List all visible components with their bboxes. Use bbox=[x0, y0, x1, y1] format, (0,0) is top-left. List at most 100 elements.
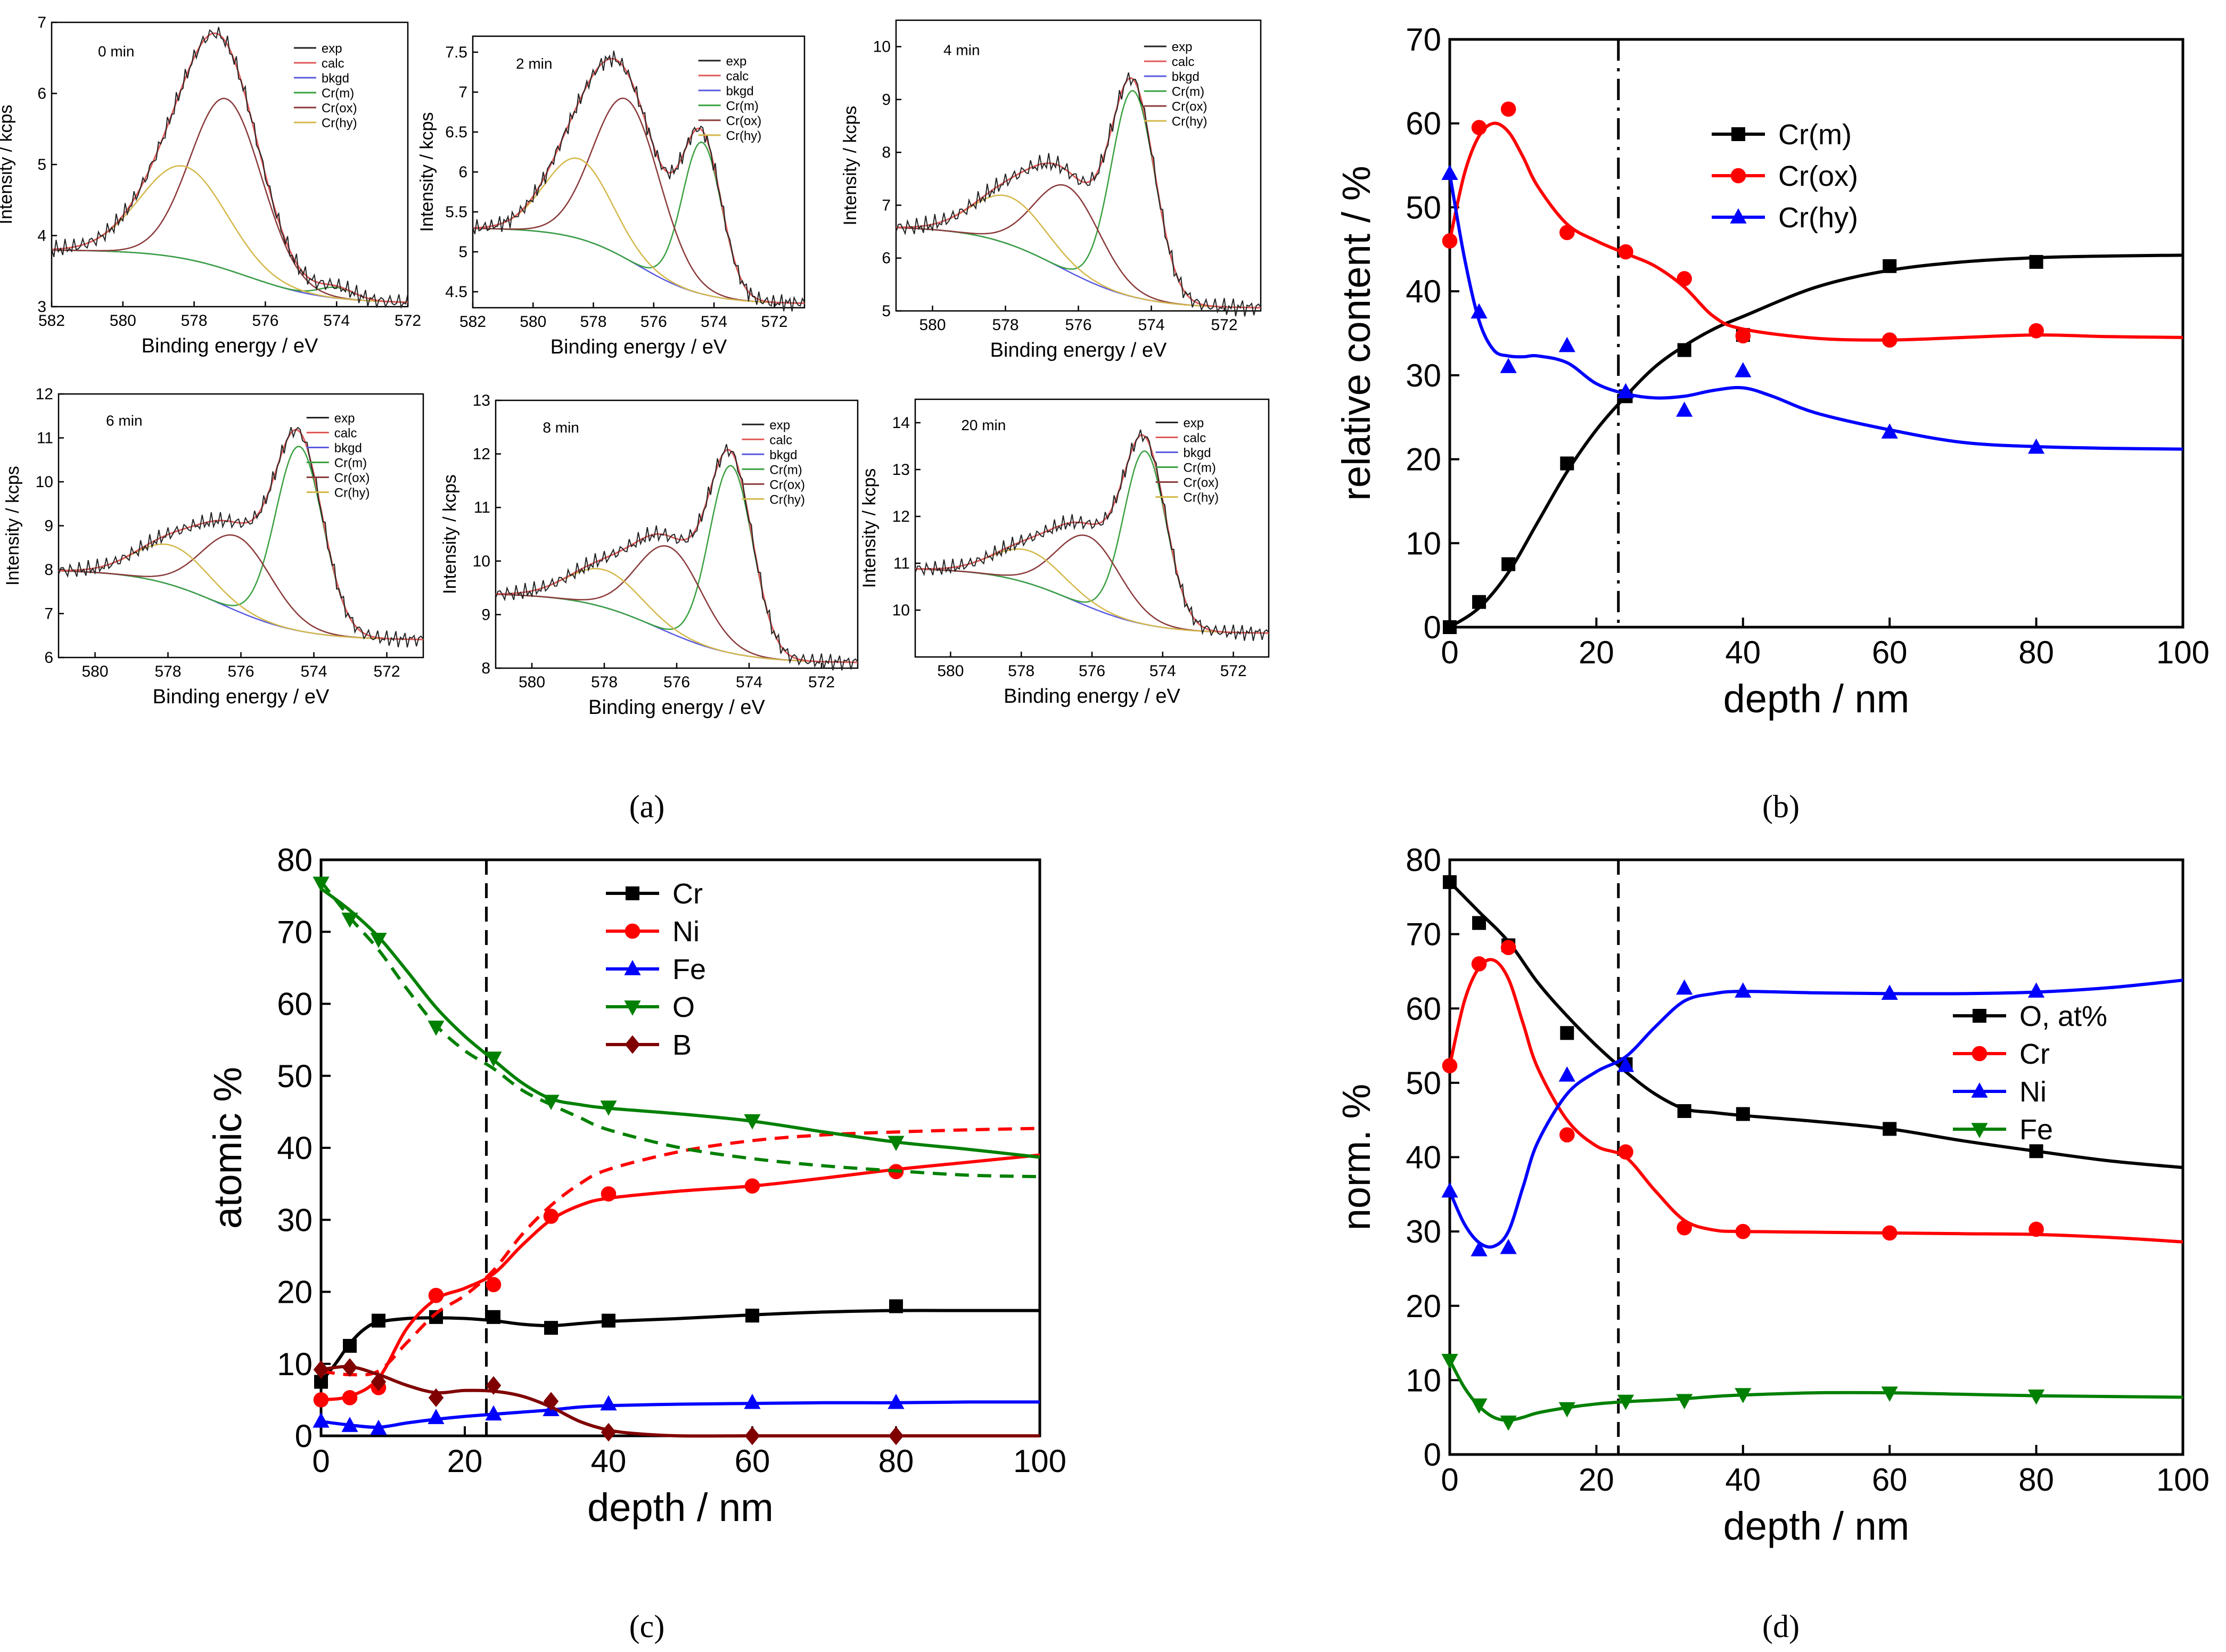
label-b: (b) bbox=[1762, 789, 1800, 824]
legend-cr-hy-label: Cr(hy) bbox=[1778, 202, 1858, 234]
exp-curve bbox=[58, 426, 424, 648]
legend-cr-ox-label: Cr(ox) bbox=[1778, 160, 1858, 192]
x-axis-title: Binding energy / eV bbox=[588, 696, 765, 719]
y-tick-label: 60 bbox=[1406, 106, 1441, 142]
fe-point bbox=[341, 1417, 358, 1432]
cr-hy-point bbox=[1558, 336, 1575, 352]
b-point bbox=[543, 1392, 559, 1411]
bkgd-curve bbox=[495, 594, 858, 663]
panel-b-relative-content-chart: 0 20 40 60 80 100 0 10 20 30 40 50 60 70 depth / nm rel… bbox=[1334, 22, 2209, 721]
o-at-point bbox=[1883, 1122, 1897, 1136]
y-tick-label: 7 bbox=[458, 84, 467, 101]
legend-label: Cr(m) bbox=[334, 456, 367, 471]
cr-m-point bbox=[1560, 456, 1574, 471]
fe-point bbox=[744, 1393, 761, 1409]
y-tick-label: 20 bbox=[277, 1275, 313, 1310]
x-tick-label: 572 bbox=[761, 313, 787, 331]
legend-o-at-marker bbox=[1973, 1009, 1986, 1023]
cr-hy-point bbox=[1881, 423, 1898, 439]
y-axis-title: Intensity / kcps bbox=[417, 112, 437, 232]
x-tick-label: 576 bbox=[1079, 662, 1105, 680]
cr-ox-component-curve bbox=[495, 545, 858, 663]
cr-hy-component-curve bbox=[472, 157, 804, 304]
o-point bbox=[888, 1136, 905, 1152]
cr-m-point bbox=[1883, 259, 1897, 273]
legend-label: bkgd bbox=[1172, 70, 1200, 84]
ni-point bbox=[1676, 979, 1693, 995]
cr-point bbox=[343, 1338, 357, 1353]
legend: Cr Ni Fe OB bbox=[606, 878, 706, 1061]
x-tick-label: 20 bbox=[1579, 1462, 1614, 1498]
y-tick-label: 30 bbox=[277, 1202, 313, 1238]
y-tick-label: 10 bbox=[277, 1346, 313, 1382]
fe-point bbox=[1558, 1402, 1575, 1418]
x-tick-label: 80 bbox=[878, 1443, 914, 1479]
x-tick-label: 578 bbox=[992, 316, 1018, 334]
o-fit-line bbox=[320, 887, 1040, 1159]
o-point bbox=[485, 1051, 502, 1067]
ni-point bbox=[543, 1209, 559, 1224]
legend-label: bkgd bbox=[769, 448, 797, 462]
cr-hy-point bbox=[1735, 362, 1752, 377]
ni-dashed-fit bbox=[321, 1127, 1040, 1377]
y-tick-label: 10 bbox=[36, 473, 53, 491]
x-tick-label: 580 bbox=[519, 673, 545, 691]
y-tick-label: 7.5 bbox=[445, 44, 467, 61]
y-axis-title: relative content / % bbox=[1334, 166, 1378, 500]
legend-label: calc bbox=[726, 69, 749, 84]
cr-hy-component-curve bbox=[896, 194, 1261, 309]
fe-point bbox=[1676, 1394, 1693, 1409]
sputter-time-label: 2 min bbox=[516, 55, 552, 72]
ni-point bbox=[1441, 1182, 1458, 1198]
x-tick-label: 582 bbox=[38, 312, 65, 330]
cr-m-point bbox=[2029, 254, 2043, 269]
x-tick-label: 574 bbox=[1138, 316, 1164, 334]
legend-label: Cr(ox) bbox=[322, 101, 357, 116]
b-point bbox=[601, 1423, 617, 1442]
x-axis-title: depth / nm bbox=[1723, 1504, 1910, 1548]
spectrum-subplot-1: 582 580 578 576 574 572 3 4 5 6 7 Binding energy / … bbox=[0, 14, 421, 357]
label-c: (c) bbox=[629, 1609, 665, 1644]
cr-ox-point bbox=[2028, 323, 2044, 339]
fe-point bbox=[313, 1412, 330, 1428]
legend-label: bkgd bbox=[726, 84, 754, 98]
cr-hy-component-curve bbox=[59, 543, 423, 640]
label-a: (a) bbox=[629, 789, 665, 824]
x-axis-title: depth / nm bbox=[1723, 677, 1910, 721]
y-axis-title: atomic % bbox=[206, 1067, 250, 1229]
ni-point bbox=[1500, 1238, 1517, 1254]
x-tick-label: 578 bbox=[580, 313, 607, 331]
fe-point bbox=[1881, 1386, 1898, 1402]
legend-cr-marker bbox=[1972, 1046, 1987, 1062]
y-tick-label: 70 bbox=[1406, 22, 1441, 57]
y-tick-label: 4 bbox=[37, 227, 46, 245]
cr-point bbox=[1618, 1144, 1633, 1160]
legend-label: Cr(hy) bbox=[334, 486, 370, 500]
spectrum-subplot-3: 580 578 576 574 572 5 6 7 8 9 10 Binding energy / e… bbox=[840, 19, 1262, 361]
cr-point bbox=[1471, 956, 1487, 972]
sputter-time-label: 0 min bbox=[98, 43, 134, 60]
legend-cr-m-label: Cr(m) bbox=[1778, 119, 1852, 151]
legend-label: bkgd bbox=[1184, 446, 1211, 461]
legend-label: exp bbox=[322, 42, 342, 56]
x-axis-title: Binding energy / eV bbox=[551, 336, 727, 358]
x-tick-label: 580 bbox=[110, 312, 136, 330]
legend: O, at% Cr Ni Fe bbox=[1953, 1000, 2107, 1146]
cr-ox-point bbox=[1735, 328, 1751, 344]
legend-label: exp bbox=[726, 54, 747, 69]
y-tick-label: 7 bbox=[37, 14, 46, 31]
y-tick-label: 5 bbox=[37, 156, 46, 174]
o-point bbox=[313, 876, 330, 892]
y-tick-label: 20 bbox=[1406, 1288, 1441, 1324]
o-at-point bbox=[1443, 875, 1457, 889]
y-tick-label: 0 bbox=[1424, 1437, 1441, 1473]
ni-point bbox=[486, 1277, 502, 1293]
y-tick-label: 9 bbox=[44, 517, 53, 535]
legend-cr-label: Cr bbox=[672, 878, 703, 910]
exp-curve bbox=[896, 72, 1261, 317]
y-tick-label: 80 bbox=[277, 842, 313, 878]
legend-label: Cr(hy) bbox=[769, 492, 805, 507]
y-tick-label: 6 bbox=[458, 163, 467, 181]
cr-ox-fit-line bbox=[1448, 121, 2183, 342]
